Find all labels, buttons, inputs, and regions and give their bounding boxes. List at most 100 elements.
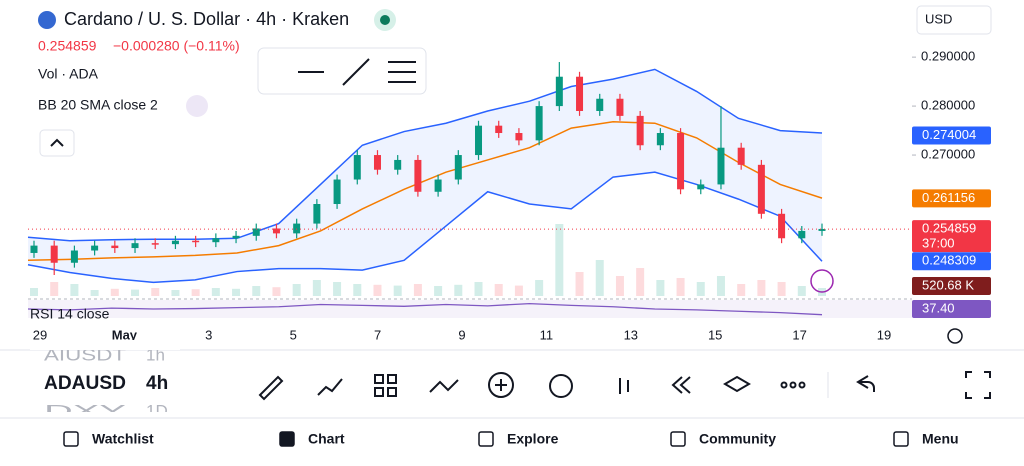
- draw-tools[interactable]: [298, 58, 416, 86]
- candle-body: [192, 240, 200, 243]
- candle-body: [252, 228, 260, 236]
- toolbar-icons: [258, 371, 991, 401]
- y-tick-label: 0.280000: [921, 98, 975, 113]
- collapse-button[interactable]: [39, 129, 75, 157]
- price-badge-label: 0.254859: [922, 221, 976, 236]
- candle-body: [232, 235, 240, 239]
- symbol: ADAUSD: [44, 373, 126, 394]
- candle-body: [495, 125, 503, 134]
- alert-icon: [810, 269, 834, 293]
- candle-body: [818, 228, 826, 231]
- volume-bar: [494, 284, 503, 296]
- candle-body: [272, 228, 280, 234]
- volume-bar: [373, 284, 382, 296]
- volume-bar: [777, 282, 786, 296]
- price-badge: [912, 220, 991, 253]
- x-tick-label: 15: [708, 327, 722, 342]
- settings-icon[interactable]: [947, 328, 963, 344]
- candle-body: [111, 245, 119, 249]
- candle-body: [293, 223, 301, 234]
- volume-bar: [656, 280, 665, 296]
- price-badge: [912, 252, 991, 271]
- volume-bar: [90, 290, 99, 296]
- refresh-icon[interactable]: [186, 95, 208, 117]
- candle-body: [30, 245, 38, 253]
- volume-bar: [292, 284, 301, 296]
- rsi-title: RSI 14 close: [30, 306, 110, 322]
- candle-body: [515, 133, 523, 141]
- candle-body: [131, 243, 139, 249]
- volume-bar: [615, 276, 624, 296]
- band-middle: [27, 121, 823, 262]
- nav-item[interactable]: Explore: [507, 431, 559, 447]
- x-tick-label: 29: [33, 327, 47, 342]
- price: 0.254859: [38, 38, 97, 54]
- volume-bar: [797, 286, 806, 296]
- nav-icon: [670, 431, 686, 447]
- x-tick-label: 17: [792, 327, 806, 342]
- indicator: Vol · ADA: [38, 66, 99, 82]
- candle-body: [475, 125, 483, 156]
- nav-item[interactable]: Community: [699, 431, 776, 447]
- volume-bar: [353, 284, 362, 296]
- volume-bar: [252, 286, 261, 296]
- candle-body: [636, 115, 644, 146]
- nav-icon: [279, 431, 295, 447]
- candle-body: [798, 230, 806, 239]
- rsi-badge-label: 37.40: [922, 300, 955, 315]
- candle-body: [171, 240, 179, 245]
- candle-body: [454, 155, 462, 180]
- x-tick-label: 5: [290, 327, 297, 342]
- volume-bar: [454, 284, 463, 296]
- volume-bar: [151, 288, 160, 296]
- volume-bar: [757, 280, 766, 296]
- interval: 4h: [146, 373, 168, 394]
- x-tick-label: 9: [458, 327, 465, 342]
- interval: 1h: [146, 345, 165, 364]
- candle-body: [717, 147, 725, 185]
- candle-body: [555, 76, 563, 107]
- candle-body: [394, 159, 402, 170]
- status-dot-inner: [380, 15, 390, 25]
- price-badge-label: 0.274004: [922, 127, 976, 142]
- volume-bar: [30, 288, 38, 296]
- indicator: BB 20 SMA close 2: [38, 97, 158, 113]
- candle-body: [373, 155, 381, 170]
- candle-body: [313, 204, 321, 224]
- candle-body: [535, 106, 543, 141]
- volume-badge: [912, 277, 991, 295]
- candle-body: [596, 98, 604, 111]
- nav-item[interactable]: Watchlist: [92, 431, 154, 447]
- coin-icon: [38, 11, 56, 29]
- band-upper: [27, 68, 823, 242]
- candle-body: [677, 133, 685, 190]
- currency-select[interactable]: [916, 5, 992, 35]
- rsi-panel: [28, 300, 912, 318]
- volume-bar: [737, 284, 746, 296]
- fade: [30, 412, 180, 418]
- band-lower: [27, 171, 823, 284]
- candle-body: [70, 250, 78, 263]
- price-badge: [912, 189, 991, 208]
- candle-body: [151, 243, 159, 245]
- x-tick-label: 7: [374, 327, 381, 342]
- nav-item[interactable]: Chart: [308, 431, 345, 447]
- x-tick-label: May: [112, 327, 138, 342]
- volume-bar: [393, 285, 402, 296]
- candle-body: [212, 238, 220, 243]
- chevron: [50, 138, 64, 147]
- nav-item[interactable]: Menu: [922, 431, 959, 447]
- x-tick-label: 13: [624, 327, 638, 342]
- x-tick-label: 3: [205, 327, 212, 342]
- nav-icon: [63, 431, 79, 447]
- x-tick-label: 11: [540, 327, 554, 342]
- volume-badge-label: 520.68 K: [922, 277, 974, 292]
- volume-bar: [676, 278, 685, 296]
- candle-body: [50, 245, 58, 263]
- candle-body: [434, 179, 442, 192]
- symbol: AIUSDT: [44, 345, 126, 364]
- y-tick-label: 0.270000: [921, 146, 975, 161]
- volume-bar: [131, 289, 140, 296]
